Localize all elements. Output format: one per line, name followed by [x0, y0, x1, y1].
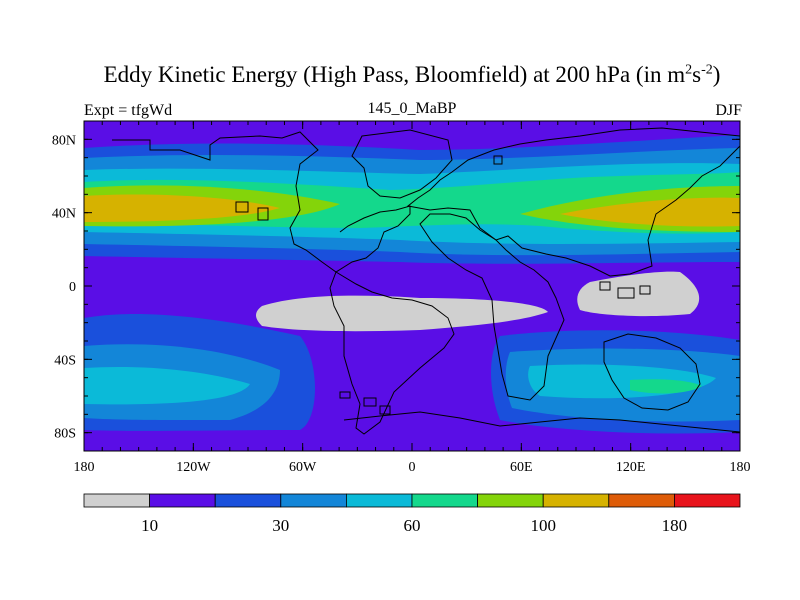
coastline-africa: [419, 213, 565, 401]
nh-band-140-180-pacific: [560, 197, 740, 227]
lat-tick-label: 40N: [52, 207, 76, 222]
lat-tick-label: 80N: [52, 133, 76, 148]
colorbar-swatch: [674, 493, 741, 508]
lon-tick-label: 120E: [616, 460, 646, 475]
colorbar-label: 10: [141, 516, 158, 535]
colorbar-label: 100: [530, 516, 556, 535]
lon-tick-label: 60E: [510, 460, 533, 475]
colorbar-swatch: [345, 493, 413, 508]
coastline-australia: [603, 333, 701, 411]
colorbar-label: 60: [404, 516, 421, 535]
colorbar-swatch: [477, 493, 544, 508]
lon-tick-label: 120W: [176, 460, 211, 475]
colorbar-swatch: [411, 493, 478, 508]
coastline-islands-indonesia: [599, 281, 651, 299]
sh-band-60-80-atlantic: [84, 366, 250, 405]
season-label: DJF: [715, 102, 742, 119]
lat-tick-label: 0: [69, 280, 76, 295]
coastline-eurasia: [406, 127, 740, 277]
lat-tick-label: 40S: [54, 353, 76, 368]
lon-tick-label: 0: [409, 460, 416, 475]
coastline-antarctica: [343, 411, 740, 433]
colorbar: 10 30 60 100 180: [83, 493, 741, 535]
colorbar-swatch: [608, 493, 675, 508]
coastline-islands-atlantic: [235, 155, 503, 221]
coastline-greenland: [351, 129, 453, 199]
tropical-low-region-west: [256, 295, 548, 332]
nh-band-140-180-atlantic: [84, 194, 280, 222]
colorbar-swatch: [83, 493, 150, 508]
colorbar-swatch: [280, 493, 347, 508]
plot-title: Eddy Kinetic Energy (High Pass, Bloomfie…: [103, 62, 721, 87]
lon-tick-label: 60W: [289, 460, 317, 475]
sh-band-80-100-pacific: [630, 379, 702, 394]
colorbar-swatch: [542, 493, 610, 508]
lon-tick-label: 180: [74, 460, 95, 475]
coastline-outlines: [112, 127, 740, 435]
colorbar-label: 30: [272, 516, 289, 535]
coastline-south-america: [329, 271, 455, 435]
plot-subtitle: 145_0_MaBP: [367, 100, 457, 117]
colorbar-label: 180: [662, 516, 688, 535]
experiment-label: Expt = tfgWd: [84, 102, 173, 119]
axis-ticks: 180 120W 60W 0 60E 120E 180 80N 40N 0 40S 80S: [52, 120, 751, 475]
lat-tick-label: 80S: [54, 427, 76, 442]
lon-tick-label: 180: [730, 460, 751, 475]
colorbar-swatch: [149, 493, 216, 508]
coastline-islands-antarctic: [339, 391, 391, 415]
tropical-low-region-east: [577, 271, 700, 317]
colorbar-swatch: [214, 493, 282, 508]
